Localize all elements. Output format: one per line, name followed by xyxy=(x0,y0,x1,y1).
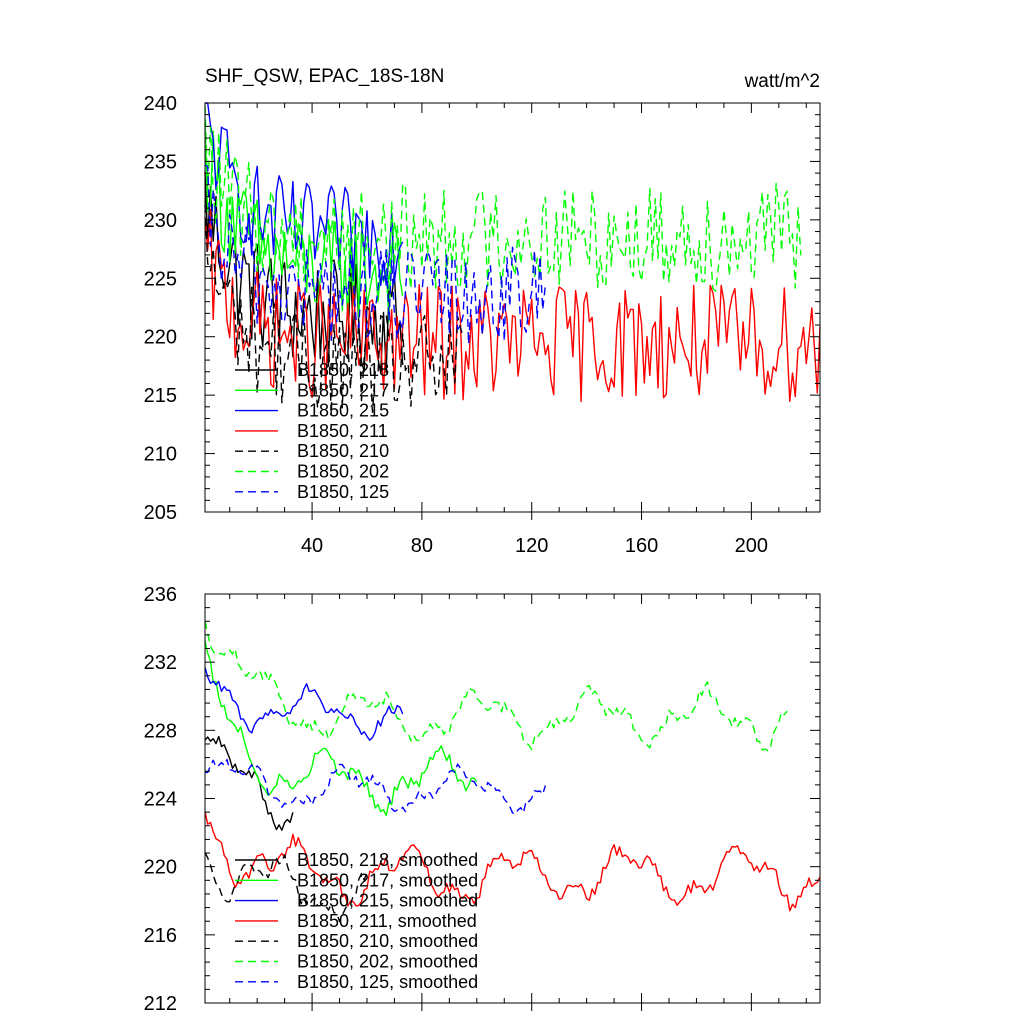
series-line-1 xyxy=(204,735,294,831)
series-line-6 xyxy=(204,106,802,292)
legend-label: B1850, 215 xyxy=(297,401,389,421)
y-tick-label: 212 xyxy=(144,993,177,1015)
x-tick-label: 160 xyxy=(625,535,658,557)
series-line-4 xyxy=(204,208,821,403)
series-line-3 xyxy=(205,102,404,287)
legend-label: B1850, 217, smoothed xyxy=(297,870,478,890)
legend-label: B1850, 215, smoothed xyxy=(297,891,478,911)
legend-label: B1850, 218, smoothed xyxy=(297,850,478,870)
y-tick-label: 215 xyxy=(144,385,177,407)
legend-label: B1850, 217 xyxy=(297,380,389,400)
y-tick-label: 240 xyxy=(144,93,177,115)
y-tick-label: 236 xyxy=(144,584,177,606)
top-panel: SHF_QSW, EPAC_18S-18N watt/m^2 40 80 120 16… xyxy=(144,66,821,557)
series-line-4 xyxy=(204,811,821,912)
y-tick-label: 216 xyxy=(144,925,177,947)
top-series-group xyxy=(204,102,821,416)
bottom-plot-frame xyxy=(204,593,821,1004)
bottom-tick-group: 212 216 220 224 228 232 236 xyxy=(144,584,820,1015)
series-line-2 xyxy=(204,640,478,817)
series-line-7 xyxy=(205,758,547,815)
legend-label: B1850, 125, smoothed xyxy=(297,972,478,992)
legend-label: B1850, 202 xyxy=(297,462,389,482)
legend-label: B1850, 210, smoothed xyxy=(297,931,478,951)
y-tick-label: 232 xyxy=(144,652,177,674)
y-tick-label: 224 xyxy=(144,789,177,811)
x-tick-label: 200 xyxy=(735,535,768,557)
bottom-series-group xyxy=(204,620,821,923)
top-plot-frame xyxy=(204,102,821,513)
y-tick-label: 228 xyxy=(144,720,177,742)
y-tick-label: 235 xyxy=(144,151,177,173)
y-tick-label: 230 xyxy=(144,210,177,232)
chart-title: SHF_QSW, EPAC_18S-18N xyxy=(205,66,444,87)
series-line-5 xyxy=(204,204,464,416)
x-tick-label: 40 xyxy=(301,535,323,557)
y-tick-label: 220 xyxy=(144,327,177,349)
legend-label: B1850, 211, smoothed xyxy=(297,911,477,931)
y-tick-label: 220 xyxy=(144,857,177,879)
series-line-5 xyxy=(204,852,368,923)
y-tick-label: 210 xyxy=(144,444,177,466)
x-tick-label: 80 xyxy=(411,535,433,557)
series-line-7 xyxy=(204,164,547,345)
legend-label: B1850, 218 xyxy=(297,360,389,380)
legend-label: B1850, 211 xyxy=(297,421,388,441)
bottom-panel: 212 216 220 224 228 232 236 B1850, 218, smooth… xyxy=(144,584,821,1015)
y-tick-label: 225 xyxy=(144,268,177,290)
x-tick-label: 120 xyxy=(515,535,548,557)
top-tick-group: 40 80 120 160 200 205 210 215 220 225 230 235 240 xyxy=(144,93,820,557)
y-tick-label: 205 xyxy=(144,502,177,524)
legend-label: B1850, 210 xyxy=(297,441,389,461)
series-line-3 xyxy=(204,667,404,741)
series-line-6 xyxy=(204,620,788,752)
legend-label: B1850, 202, smoothed xyxy=(297,952,478,972)
units-label: watt/m^2 xyxy=(744,71,820,92)
legend-label: B1850, 125 xyxy=(297,482,389,502)
